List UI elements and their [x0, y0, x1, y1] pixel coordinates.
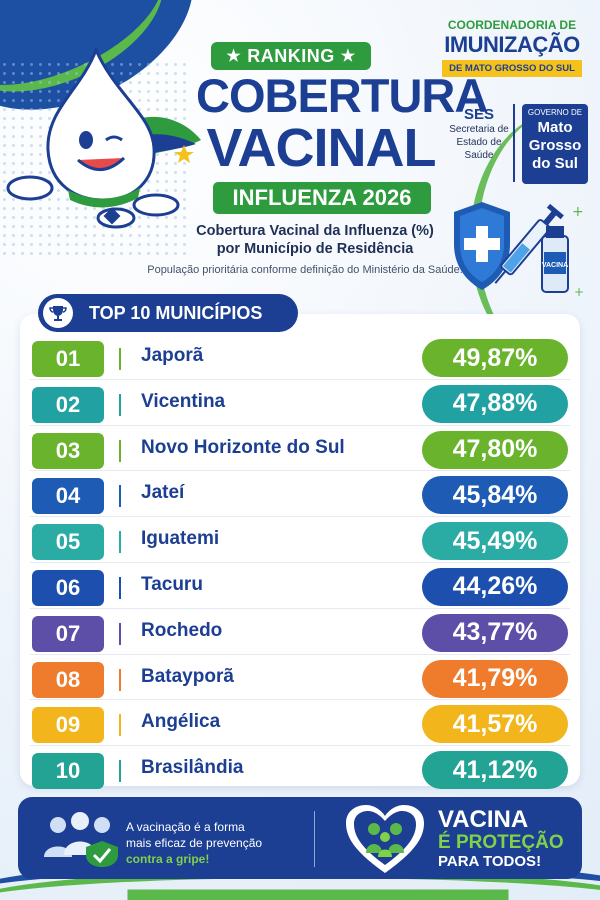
coord-line-3: DE MATO GROSSO DO SUL — [442, 60, 582, 77]
rank-badge: 04 — [32, 478, 104, 515]
government-logo: GOVERNO DE Mato Grosso do Sul — [522, 104, 588, 184]
shield-syringe-vial-icon: VACINA + + — [454, 202, 584, 299]
footer-divider — [314, 811, 315, 867]
gov-small: GOVERNO DE — [527, 108, 583, 117]
rank-badge: 02 — [32, 386, 104, 423]
coord-line-1: COORDENADORIA DE — [447, 18, 577, 32]
rank-badge: 01 — [32, 341, 104, 377]
row-separator — [119, 348, 121, 370]
rank-badge: 07 — [32, 615, 104, 652]
ses-logo: SES Secretaria de Estado de Saúde — [448, 106, 510, 162]
municipality-name: Angélica — [141, 711, 221, 733]
slogan-line-3: PARA TODOS! — [438, 853, 542, 870]
coord-line-2: IMUNIZAÇÃO — [444, 32, 580, 57]
ranking-row: 06 Tacuru 44,26% — [30, 563, 570, 609]
ranking-row: 10 Brasilândia 41,12% — [30, 746, 570, 792]
rank-badge: 06 — [32, 569, 104, 606]
gov-big-2: Grosso — [528, 137, 582, 154]
coverage-percentage: 47,88% — [422, 384, 568, 423]
row-separator — [119, 668, 121, 691]
rank-badge: 03 — [32, 432, 104, 469]
municipality-name: Rochedo — [141, 619, 223, 641]
row-separator — [119, 439, 121, 462]
municipality-name: Jateí — [141, 482, 185, 504]
coverage-percentage: 47,80% — [422, 430, 568, 469]
campaign-label: INFLUENZA 2026 — [213, 182, 431, 214]
row-separator — [119, 485, 121, 508]
ranking-row: 03 Novo Horizonte do Sul 47,80% — [30, 426, 570, 472]
star-icon: ★ — [226, 48, 242, 65]
ranking-row: 02 Vicentina 47,88% — [30, 380, 570, 426]
logo-divider — [513, 104, 515, 182]
ranking-row: 05 Iguatemi 45,49% — [30, 517, 570, 563]
municipality-name: Vicentina — [141, 390, 226, 412]
ranking-label: RANKING — [247, 45, 335, 66]
title-line-2: VACINAL — [206, 118, 437, 178]
coverage-percentage: 45,84% — [422, 476, 568, 515]
rank-badge: 08 — [32, 661, 104, 698]
row-separator — [119, 531, 121, 554]
vial-label: VACINA — [542, 262, 568, 269]
ranking-row: 04 Jateí 45,84% — [30, 471, 570, 518]
municipality-name: Iguatemi — [141, 528, 220, 550]
ranking-title: TOP 10 MUNICÍPIOS — [89, 302, 263, 323]
people-shield-icon — [44, 812, 118, 867]
municipality-name: Novo Horizonte do Sul — [141, 436, 345, 458]
footer-highlight: contra a gripe! — [126, 852, 210, 866]
subtitle: Cobertura Vacinal da Influenza (%) por M… — [180, 222, 450, 258]
coverage-percentage: 44,26% — [422, 567, 568, 606]
svg-text:+: + — [572, 204, 584, 220]
slogan-line-1: VACINA — [438, 806, 529, 833]
municipality-name: Brasilândia — [141, 757, 244, 779]
rank-badge: 09 — [32, 707, 104, 744]
row-separator — [119, 622, 121, 645]
ses-title: SES — [463, 106, 494, 123]
municipality-name: Batayporã — [141, 665, 234, 687]
row-separator — [119, 760, 121, 783]
footer-line-2: mais eficaz de prevenção — [126, 836, 263, 850]
coverage-percentage: 43,77% — [422, 613, 568, 652]
footer-line-1: A vacinação é a forma — [126, 820, 245, 834]
gov-big-1: Mato — [537, 119, 573, 136]
row-separator — [119, 393, 121, 416]
ranking-list: 01 Japorã 49,87% 02 Vicentina 47,88% 03 Novo Ho… — [30, 334, 570, 792]
coordenadoria-logo: COORDENADORIA DE IMUNIZAÇÃO DE MATO GROS… — [442, 18, 582, 77]
ranking-row: 07 Rochedo 43,77% — [30, 609, 570, 655]
municipality-name: Japorã — [141, 345, 204, 366]
slogan-line-2: É PROTEÇÃO — [438, 832, 564, 853]
svg-text:+: + — [574, 285, 584, 299]
ranking-header: TOP 10 MUNICÍPIOS — [38, 294, 298, 332]
municipality-name: Tacuru — [141, 573, 203, 595]
star-icon: ★ — [340, 48, 356, 65]
mascot-drop-icon — [6, 46, 201, 229]
population-note: População prioritária conforme definição… — [147, 264, 463, 276]
gov-big-3: do Sul — [532, 155, 578, 172]
title-line-1: COBERTURA — [196, 69, 488, 122]
rank-badge: 05 — [32, 524, 104, 561]
ranking-badge: ★ RANKING ★ — [211, 42, 371, 70]
coverage-percentage: 41,12% — [422, 751, 568, 790]
ses-line-1: Secretaria de — [449, 124, 509, 135]
ses-line-3: Saúde — [464, 150, 494, 161]
ranking-row: 09 Angélica 41,57% — [30, 700, 570, 747]
coverage-percentage: 45,49% — [422, 522, 568, 561]
heart-family-icon — [346, 805, 424, 873]
row-separator — [119, 714, 121, 737]
trophy-icon — [43, 298, 73, 328]
ranking-row: 01 Japorã 49,87% — [30, 334, 570, 380]
ses-line-2: Estado de — [456, 137, 502, 148]
subtitle-line-1: Cobertura Vacinal da Influenza (%) — [196, 223, 434, 239]
footer-message: A vacinação é a forma mais eficaz de pre… — [126, 819, 302, 867]
coverage-percentage: 41,79% — [422, 659, 568, 698]
footer-banner: A vacinação é a forma mais eficaz de pre… — [18, 797, 582, 879]
coverage-percentage: 49,87% — [422, 339, 568, 377]
rank-badge: 10 — [32, 753, 104, 790]
coverage-percentage: 41,57% — [422, 705, 568, 744]
ranking-row: 08 Batayporã 41,79% — [30, 655, 570, 701]
subtitle-line-2: por Município de Residência — [216, 241, 414, 257]
row-separator — [119, 576, 121, 599]
